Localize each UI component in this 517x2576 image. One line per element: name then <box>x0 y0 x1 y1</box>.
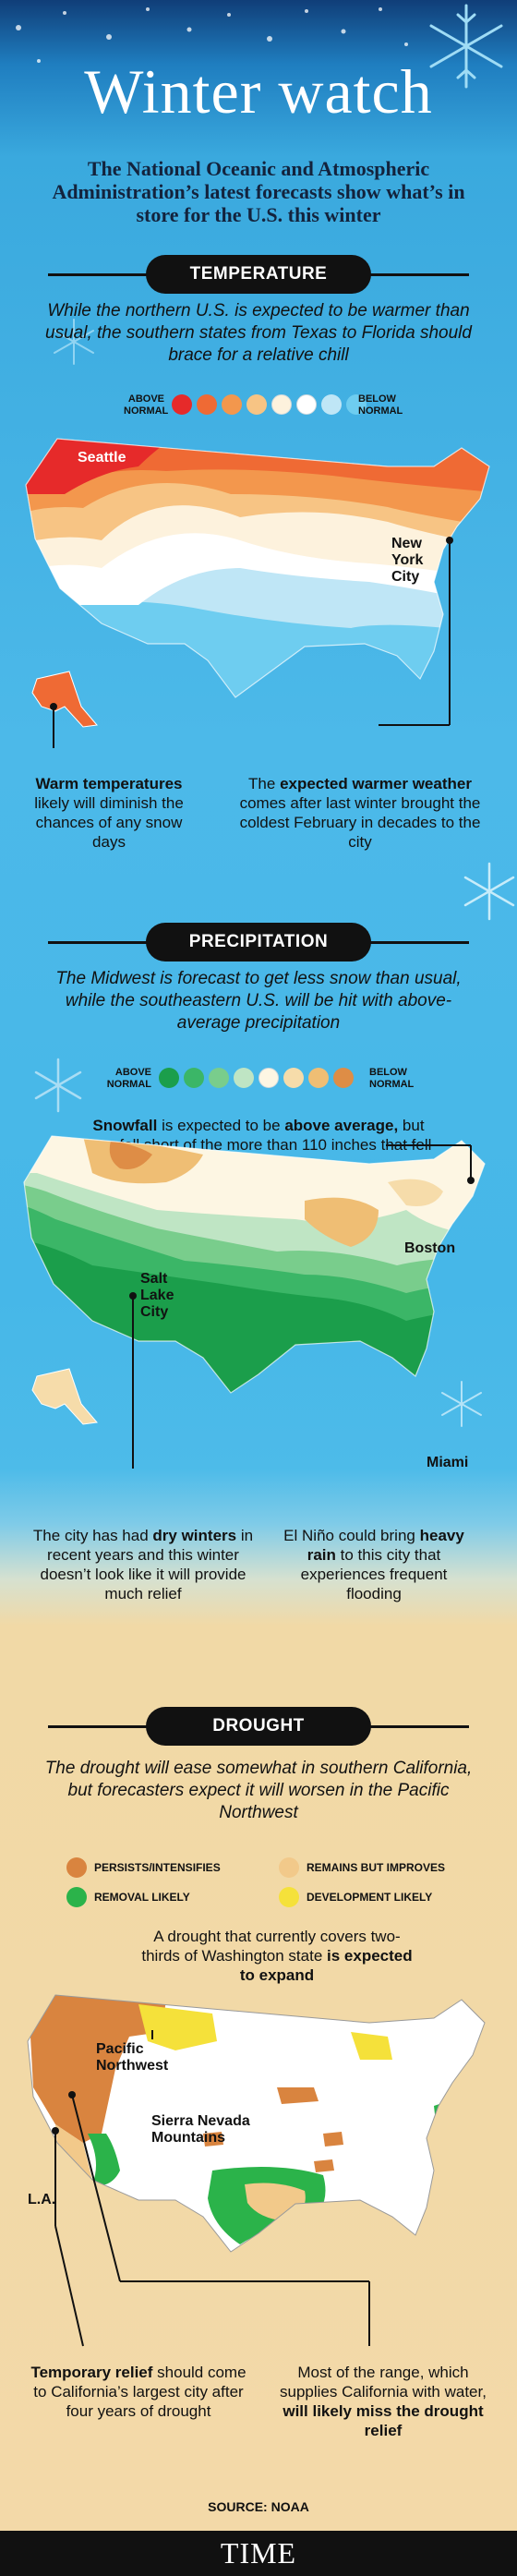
scale-swatch <box>271 394 292 415</box>
section-header-temperature: TEMPERATURE <box>146 255 371 294</box>
snowflake-icon <box>54 319 94 365</box>
scale-swatch <box>283 1068 304 1088</box>
temperature-map <box>25 438 490 748</box>
scale-swatch <box>321 394 342 415</box>
legend-persists: PERSISTS/INTENSIFIES <box>66 1857 221 1878</box>
callout-temporary-relief: Temporary relief should come to Californ… <box>30 2364 246 2420</box>
scale-swatch <box>246 394 267 415</box>
snowflake-icon <box>429 4 503 89</box>
section-header-precipitation: PRECIPITATION <box>146 923 371 961</box>
temperature-lede: While the northern U.S. is expected to b… <box>45 301 472 365</box>
callout-washington: A drought that currently covers two-thir… <box>141 1928 413 1984</box>
legend-swatch <box>279 1857 299 1878</box>
city-label-boston: Boston <box>404 1240 456 1256</box>
scale-label-below: BELOW NORMAL <box>358 393 403 417</box>
city-label-new-york: New York City <box>391 536 424 585</box>
scale-swatch <box>209 1068 229 1088</box>
scale-swatch <box>159 1068 179 1088</box>
callout-heavy-rain: El Niño could bring heavy rain to this c… <box>283 1527 464 1602</box>
callout-warm-temperatures: Warm temperatures likely will diminish t… <box>34 775 184 851</box>
scale-swatch <box>296 394 317 415</box>
brand-logo: TIME <box>0 2531 517 2576</box>
scale-swatch <box>333 1068 354 1088</box>
legend-removal: REMOVAL LIKELY <box>66 1887 190 1907</box>
page-title: Winter watch <box>84 56 433 127</box>
scale-swatch <box>308 1068 329 1088</box>
precipitation-scale <box>159 1068 354 1088</box>
callout-sierra-miss: Most of the range, which supplies Califo… <box>280 2364 487 2439</box>
scale-swatch <box>197 394 217 415</box>
scale-swatch <box>258 1068 279 1088</box>
drought-map <box>27 1994 486 2347</box>
scale-swatch <box>234 1068 254 1088</box>
precipitation-lede: The Midwest is forecast to get less snow… <box>55 969 462 1033</box>
drought-lede: The drought will ease somewhat in southe… <box>44 1759 473 1822</box>
snowflake-icon <box>441 1381 482 1427</box>
legend-improves: REMAINS BUT IMPROVES <box>279 1857 445 1878</box>
scale-label-below: BELOW NORMAL <box>369 1067 415 1090</box>
scale-swatch <box>346 394 367 415</box>
scale-swatch <box>172 394 192 415</box>
intro-text: The National Oceanic and Atmospheric Adm… <box>52 157 465 226</box>
city-label-seattle: Seattle <box>78 450 126 466</box>
city-label-miami: Miami <box>427 1455 469 1470</box>
scale-swatch <box>222 394 242 415</box>
scale-label-above: ABOVE NORMAL <box>106 1067 151 1090</box>
source-note: SOURCE: NOAA <box>208 2499 309 2514</box>
precipitation-map <box>23 1135 486 1469</box>
temperature-scale <box>172 394 367 415</box>
snowflake-icon <box>463 862 515 921</box>
scale-label-above: ABOVE NORMAL <box>124 393 169 417</box>
legend-swatch <box>279 1887 299 1907</box>
callout-expected-warmer: The expected warmer weather comes after … <box>239 775 481 851</box>
callout-dry-winters: The city has had dry winters in recent y… <box>32 1527 254 1602</box>
section-header-drought: DROUGHT <box>146 1707 371 1746</box>
legend-swatch <box>66 1857 87 1878</box>
snowflake-icon <box>34 1058 82 1113</box>
legend-swatch <box>66 1887 87 1907</box>
city-label-salt-lake: Salt Lake City <box>140 1271 174 1320</box>
place-label-sierra: Sierra Nevada Mountains <box>151 2113 250 2146</box>
place-label-la: L.A. <box>28 2192 56 2207</box>
snow-decoration <box>16 4 503 89</box>
place-label-pnw: Pacific Northwest <box>96 2041 169 2074</box>
legend-development: DEVELOPMENT LIKELY <box>279 1887 432 1907</box>
scale-swatch <box>184 1068 204 1088</box>
